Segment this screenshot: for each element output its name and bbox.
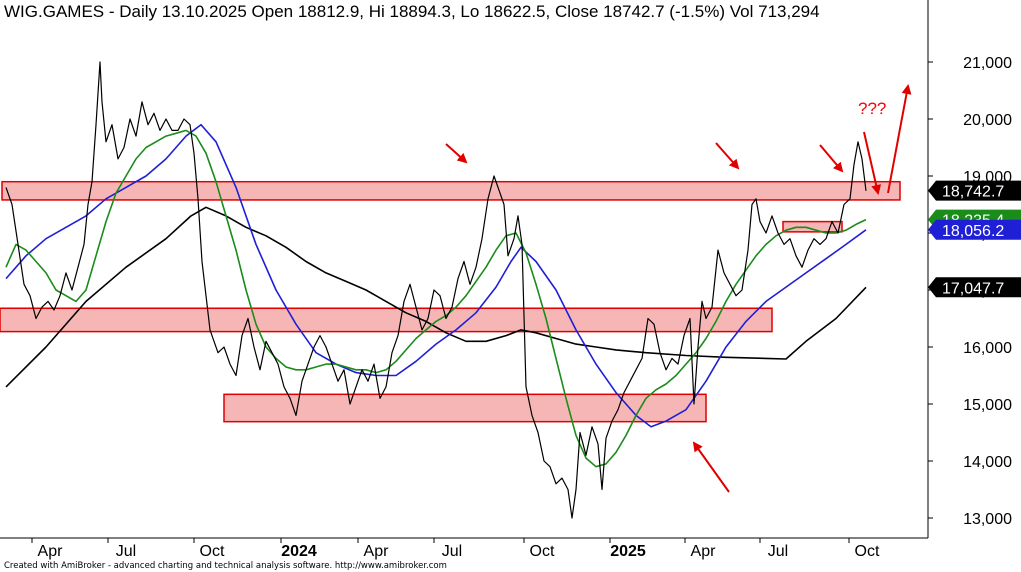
last-value-label: 17,047.7 bbox=[942, 280, 1004, 297]
x-tick-label: Oct bbox=[200, 543, 225, 560]
y-tick-label: 16,000 bbox=[963, 340, 1012, 357]
red-arrow bbox=[863, 131, 882, 195]
x-tick-label: Apr bbox=[38, 543, 64, 560]
price-line bbox=[5, 61, 867, 519]
x-axis: Apr Jul Oct 2024 Apr Jul Oct 2025 Apr Jul Oct bbox=[31, 538, 880, 560]
x-tick-label: 2025 bbox=[610, 543, 646, 560]
y-tick-label: 20,000 bbox=[963, 112, 1012, 129]
x-tick-label: 2024 bbox=[281, 543, 317, 560]
y-tick-label: 21,000 bbox=[963, 55, 1012, 72]
x-tick-label: Jul bbox=[116, 543, 136, 560]
price-zone bbox=[782, 220, 843, 233]
last-value-tag bbox=[928, 277, 1021, 298]
x-tick-label: Apr bbox=[691, 543, 717, 560]
ma-green-moving-average bbox=[5, 129, 867, 468]
annotation-arrows: ??? bbox=[445, 84, 912, 493]
chart-title: WIG.GAMES - Daily 13.10.2025 Open 18812.… bbox=[4, 2, 820, 21]
question-annotation: ??? bbox=[858, 99, 886, 118]
red-arrow bbox=[692, 441, 730, 493]
red-arrow bbox=[445, 143, 468, 164]
x-tick-label: Apr bbox=[364, 543, 390, 560]
price-zone bbox=[1, 180, 901, 201]
x-tick-label: Jul bbox=[768, 543, 788, 560]
chart-series bbox=[5, 61, 867, 519]
last-value-label: 18,056.2 bbox=[942, 223, 1004, 240]
red-arrow bbox=[887, 84, 912, 194]
red-arrow bbox=[715, 142, 740, 170]
price-zone bbox=[223, 393, 707, 423]
y-tick-label: 13,000 bbox=[963, 511, 1012, 528]
plot-frame bbox=[0, 0, 928, 538]
y-tick-label: 15,000 bbox=[963, 397, 1012, 414]
last-value-tag bbox=[928, 219, 1021, 240]
x-tick-label: Oct bbox=[855, 543, 880, 560]
support-resistance-zones bbox=[0, 180, 901, 423]
x-tick-label: Oct bbox=[530, 543, 555, 560]
price-zone bbox=[0, 307, 773, 333]
last-value-tag bbox=[928, 180, 1021, 201]
footer-credit: Created with AmiBroker - advanced charti… bbox=[4, 561, 447, 571]
red-arrow bbox=[819, 144, 844, 173]
last-value-tags: 18,742.718,235.418,056.217,047.7 bbox=[928, 180, 1021, 298]
y-tick-label: 14,000 bbox=[963, 454, 1012, 471]
ma-blue-moving-average bbox=[5, 123, 867, 428]
x-tick-label: Jul bbox=[442, 543, 462, 560]
last-value-label: 18,742.7 bbox=[942, 184, 1004, 201]
